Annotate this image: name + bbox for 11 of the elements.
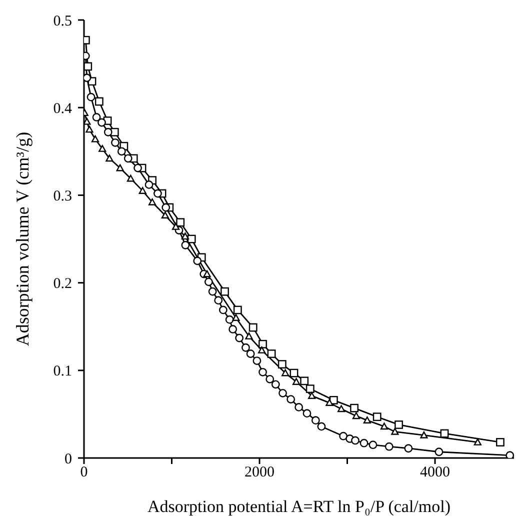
y-tick-label: 0 [64, 451, 72, 468]
y-axis-title: Adsorption volume V (cm³/g) [12, 132, 32, 346]
x-axis-title: Adsorption potential A=RT ln P₀/P (cal/mol) [147, 497, 451, 516]
x-tick-label: 2000 [244, 464, 275, 481]
y-tick-label: 0.3 [53, 188, 72, 205]
x-tick-label: 4000 [420, 464, 450, 481]
y-tick-label: 0.1 [53, 364, 72, 380]
y-tick-label: 0.5 [53, 13, 72, 30]
x-tick-label: 0 [80, 464, 88, 481]
y-tick-label: 0.2 [53, 276, 72, 292]
y-tick-label: 0.4 [53, 100, 72, 117]
